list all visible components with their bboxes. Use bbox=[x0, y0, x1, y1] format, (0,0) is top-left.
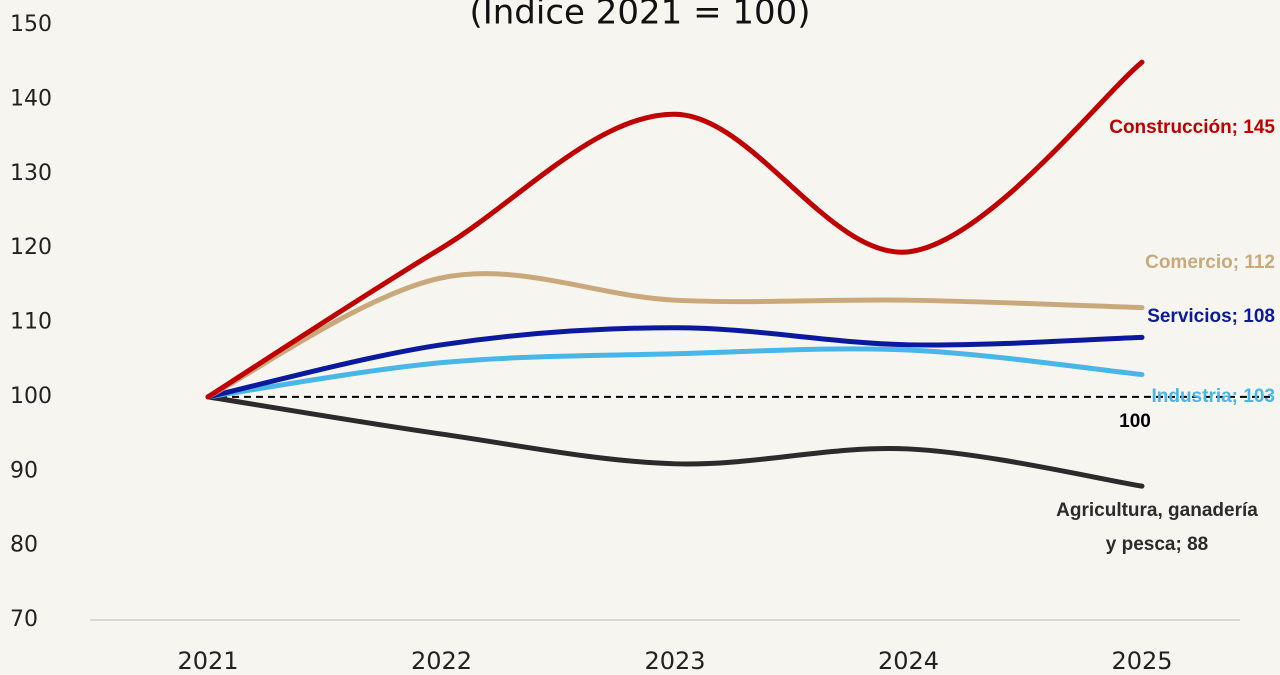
x-tick-label: 2025 bbox=[1111, 647, 1172, 675]
reference-label: 100 bbox=[1119, 411, 1151, 432]
y-tick-label: 110 bbox=[10, 310, 52, 335]
x-tick-label: 2021 bbox=[177, 647, 238, 675]
series-line bbox=[205, 271, 1145, 400]
x-tick-label: 2023 bbox=[644, 647, 705, 675]
x-tick-label: 2022 bbox=[411, 647, 472, 675]
series-line bbox=[205, 325, 1145, 400]
series-label: Industria; 103 bbox=[1151, 386, 1275, 407]
y-tick-label: 80 bbox=[10, 533, 38, 558]
series-label: y pesca; 88 bbox=[1106, 534, 1208, 555]
chart-title: (Índice 2021 = 100) bbox=[469, 0, 810, 33]
y-tick-label: 150 bbox=[10, 12, 52, 37]
series-line bbox=[205, 59, 1145, 400]
series-label: Agricultura, ganadería bbox=[1056, 500, 1258, 521]
y-tick-label: 70 bbox=[10, 607, 38, 632]
y-tick-label: 120 bbox=[10, 235, 52, 260]
y-tick-label: 130 bbox=[10, 161, 52, 186]
y-tick-label: 90 bbox=[10, 458, 38, 483]
x-tick-label: 2024 bbox=[878, 647, 939, 675]
y-tick-label: 140 bbox=[10, 86, 52, 111]
y-tick-label: 100 bbox=[10, 384, 52, 409]
series-line bbox=[205, 394, 1145, 489]
series-label: Servicios; 108 bbox=[1147, 306, 1275, 327]
series-label: Comercio; 112 bbox=[1145, 252, 1275, 273]
series-label: Construcción; 145 bbox=[1109, 117, 1275, 138]
series-line bbox=[205, 346, 1145, 400]
